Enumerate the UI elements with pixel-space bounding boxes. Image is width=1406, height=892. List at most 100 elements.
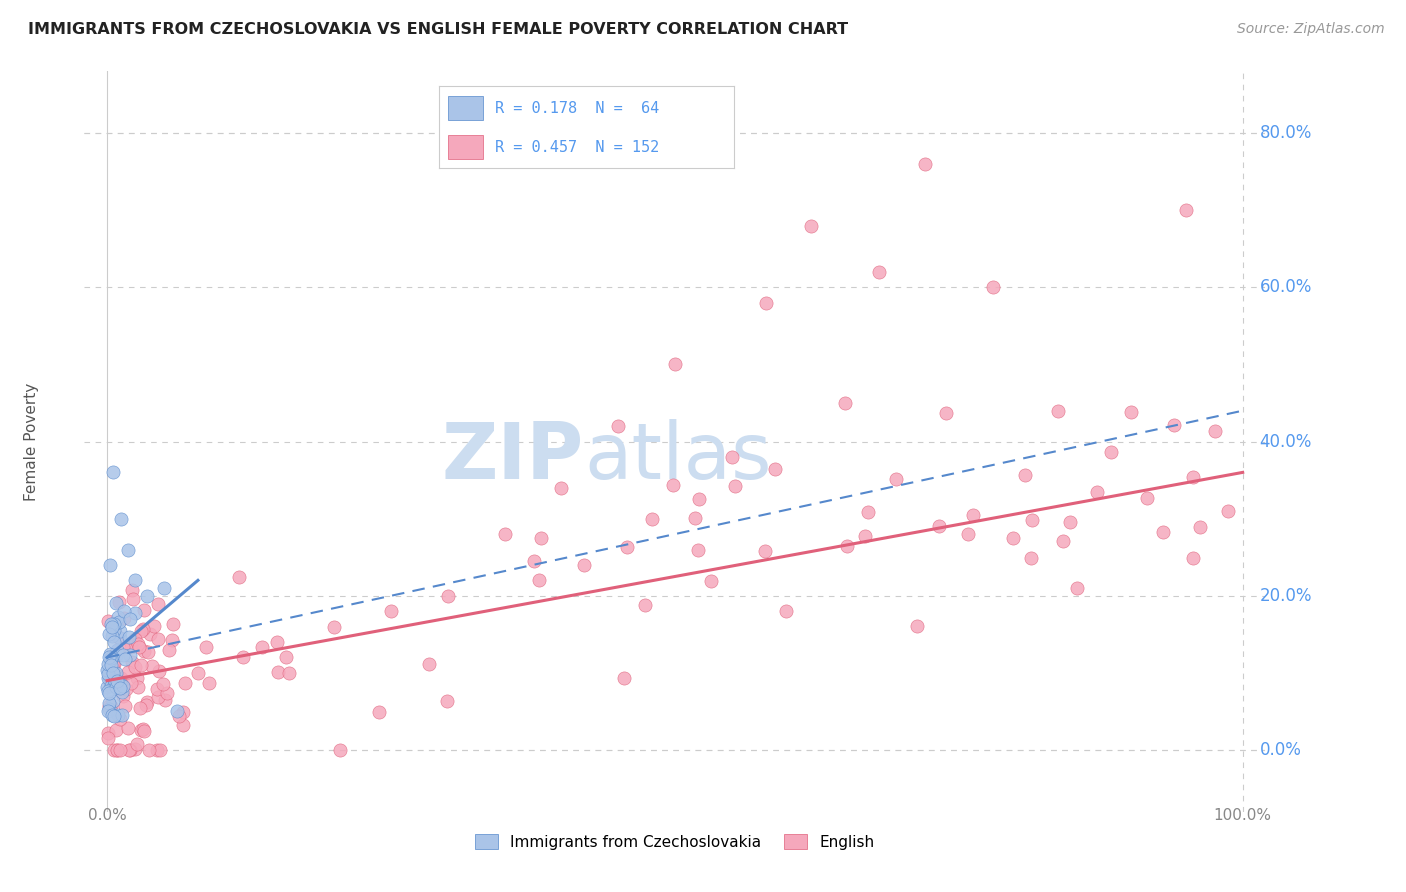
Point [97, 657, 120, 671]
Point [1182, 469, 1205, 483]
Point [103, 673, 125, 688]
Point [134, 602, 156, 616]
Point [103, 635, 125, 649]
Point [232, 650, 254, 665]
Point [1059, 515, 1081, 529]
Point [114, 699, 136, 714]
Point [194, 640, 217, 655]
Point [117, 721, 139, 735]
Point [187, 665, 209, 680]
Point [100, 699, 122, 714]
Point [124, 742, 146, 756]
Point [100, 619, 122, 633]
Point [127, 671, 149, 685]
Point [853, 529, 876, 543]
Text: atlas: atlas [583, 419, 772, 495]
Point [755, 295, 778, 310]
Point [914, 157, 936, 171]
Point [112, 640, 135, 654]
Point [436, 589, 458, 603]
Point [117, 542, 139, 557]
Point [418, 657, 440, 671]
Point [98, 647, 121, 661]
Point [107, 615, 129, 629]
Text: 0.0%: 0.0% [87, 808, 127, 822]
Point [101, 657, 124, 672]
Point [100, 558, 122, 572]
Point [1136, 491, 1159, 506]
Point [1066, 581, 1088, 595]
Point [111, 707, 134, 722]
Point [117, 665, 139, 680]
Point [1099, 445, 1122, 459]
Point [858, 504, 880, 518]
Point [105, 673, 128, 688]
Point [634, 598, 657, 612]
Point [100, 651, 122, 665]
Point [1046, 404, 1069, 418]
Point [494, 527, 516, 541]
Point [107, 707, 129, 722]
Point [103, 665, 125, 680]
Point [1014, 468, 1036, 483]
Point [367, 705, 389, 719]
Point [763, 462, 786, 476]
Point [129, 658, 152, 673]
Point [228, 569, 250, 583]
Point [112, 611, 135, 625]
Point [436, 694, 458, 708]
Point [267, 665, 290, 679]
Point [1119, 405, 1142, 419]
Point [156, 686, 179, 700]
Point [97, 614, 120, 628]
Point [724, 479, 747, 493]
Point [198, 676, 221, 690]
Point [132, 644, 155, 658]
Point [274, 650, 297, 665]
Point [131, 722, 153, 736]
Point [153, 693, 176, 707]
Point [162, 617, 184, 632]
Text: 20.0%: 20.0% [1260, 587, 1312, 605]
Point [96, 663, 118, 677]
Point [1188, 520, 1211, 534]
Point [153, 581, 176, 595]
Point [1181, 550, 1204, 565]
Point [121, 655, 143, 669]
Point [956, 527, 979, 541]
Point [136, 696, 159, 710]
Point [105, 743, 128, 757]
Point [149, 743, 172, 757]
Point [121, 591, 143, 606]
Point [110, 671, 132, 685]
Point [98, 699, 121, 714]
Point [121, 583, 143, 598]
Point [127, 636, 149, 650]
Point [523, 554, 546, 568]
Point [152, 677, 174, 691]
Point [103, 694, 125, 708]
Point [905, 619, 928, 633]
Point [103, 617, 125, 632]
Point [277, 665, 299, 680]
Point [1163, 417, 1185, 432]
Point [138, 645, 160, 659]
Point [105, 644, 128, 658]
Point [323, 619, 346, 633]
Text: 60.0%: 60.0% [1260, 278, 1312, 296]
Point [118, 648, 141, 663]
Point [981, 280, 1004, 294]
Point [146, 681, 169, 696]
Point [138, 743, 160, 757]
Text: 80.0%: 80.0% [1260, 124, 1312, 142]
Point [380, 604, 402, 618]
Point [103, 623, 125, 637]
Point [868, 265, 890, 279]
Point [107, 610, 129, 624]
Point [111, 680, 134, 694]
Point [935, 406, 957, 420]
Point [98, 650, 121, 665]
Point [132, 724, 155, 739]
Point [572, 558, 595, 572]
Point [107, 677, 129, 691]
